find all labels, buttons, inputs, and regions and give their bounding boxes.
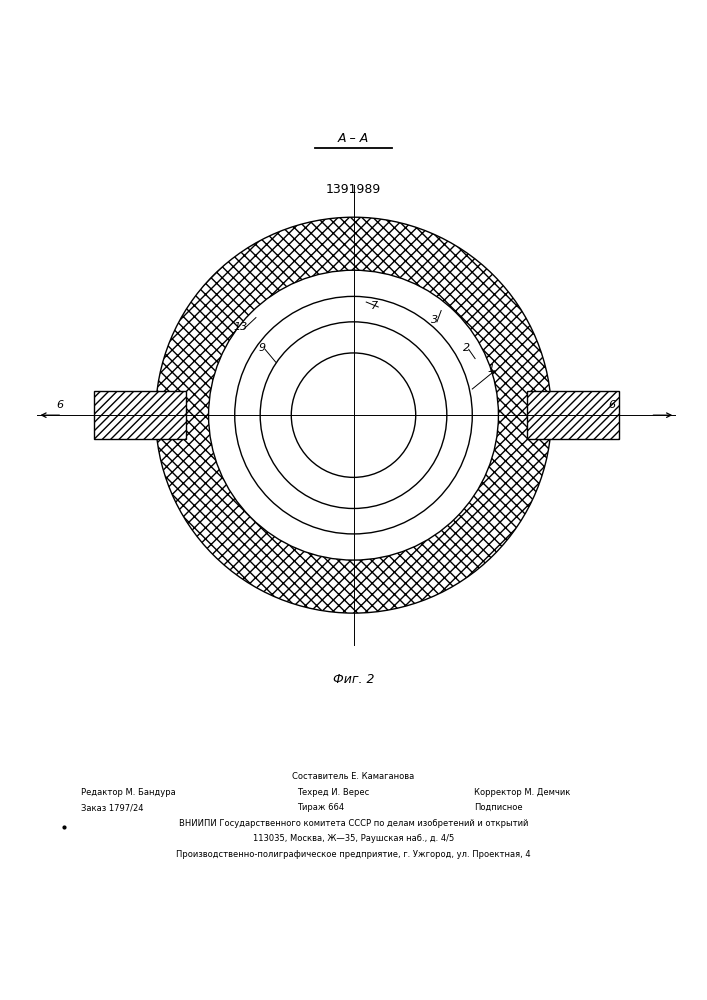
Text: 2: 2 bbox=[463, 343, 470, 353]
Text: Заказ 1797/24: Заказ 1797/24 bbox=[81, 803, 144, 812]
Text: Производственно-полиграфическое предприятие, г. Ужгород, ул. Проектная, 4: Производственно-полиграфическое предприя… bbox=[176, 850, 531, 859]
Text: Корректор М. Демчик: Корректор М. Демчик bbox=[474, 788, 570, 797]
Text: Составитель Е. Камаганова: Составитель Е. Камаганова bbox=[293, 772, 414, 781]
Text: ВНИИПИ Государственного комитета СССР по делам изобретений и открытий: ВНИИПИ Государственного комитета СССР по… bbox=[179, 819, 528, 828]
Text: 1391989: 1391989 bbox=[326, 183, 381, 196]
Text: 13: 13 bbox=[233, 322, 247, 332]
Text: 9: 9 bbox=[258, 343, 265, 353]
Text: 7: 7 bbox=[371, 301, 378, 311]
Text: Техред И. Верес: Техред И. Верес bbox=[297, 788, 369, 797]
Text: 1: 1 bbox=[488, 364, 495, 374]
Bar bbox=[94, 391, 186, 439]
Text: 6: 6 bbox=[57, 400, 64, 410]
Bar bbox=[527, 391, 619, 439]
Circle shape bbox=[209, 270, 498, 560]
Text: 3: 3 bbox=[431, 315, 438, 325]
Text: 6: 6 bbox=[608, 400, 615, 410]
Text: Подписное: Подписное bbox=[474, 803, 522, 812]
Text: Фиг. 2: Фиг. 2 bbox=[333, 673, 374, 686]
Circle shape bbox=[156, 217, 551, 613]
Text: Тираж 664: Тираж 664 bbox=[297, 803, 344, 812]
Text: 113035, Москва, Ж—35, Раушская наб., д. 4/5: 113035, Москва, Ж—35, Раушская наб., д. … bbox=[253, 834, 454, 843]
Text: А – А: А – А bbox=[338, 132, 369, 145]
Text: Редактор М. Бандура: Редактор М. Бандура bbox=[81, 788, 176, 797]
